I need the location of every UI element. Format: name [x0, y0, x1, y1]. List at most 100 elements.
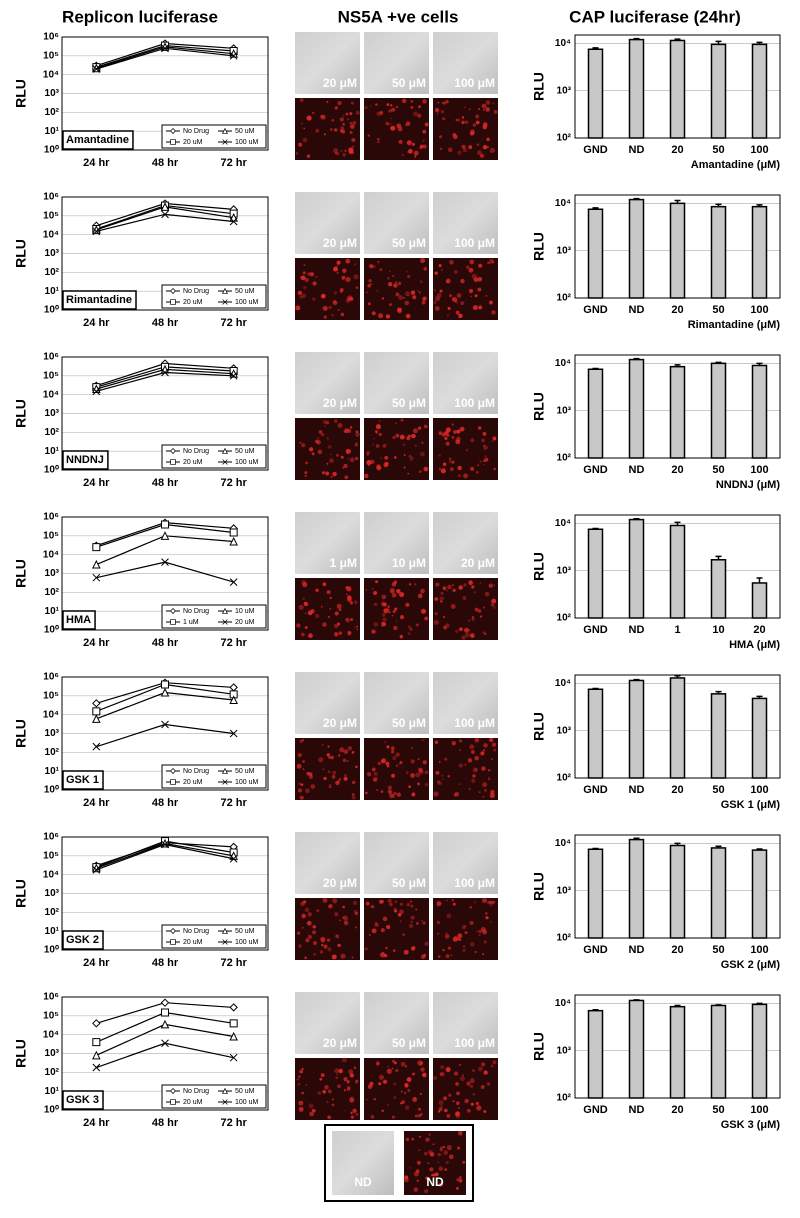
stain-spot — [345, 298, 351, 304]
inset-label: ND — [426, 1175, 444, 1189]
stain-spot — [301, 1067, 304, 1071]
stain-spot — [431, 1173, 434, 1177]
y-axis-label: RLU — [13, 79, 29, 108]
bar — [628, 518, 645, 619]
bar — [628, 838, 645, 939]
y-tick-label: 10⁶ — [43, 672, 59, 683]
y-tick-label: 10⁵ — [43, 1010, 59, 1021]
point-marker — [229, 695, 238, 705]
bar — [710, 693, 727, 779]
stain-spot — [407, 150, 410, 154]
stain-spot — [424, 122, 429, 127]
stain-spot — [440, 591, 444, 595]
legend-marker — [170, 1088, 176, 1094]
brightfield-image — [295, 832, 360, 894]
stain-spot — [347, 457, 350, 460]
y-tick-label: 10⁰ — [44, 1105, 59, 1116]
stain-spot — [324, 424, 326, 427]
brightfield-image — [295, 352, 360, 414]
stain-spot — [423, 424, 428, 429]
stain-spot — [485, 107, 491, 112]
stain-spot — [434, 597, 439, 601]
stain-spot — [475, 1101, 479, 1106]
stain-spot — [320, 433, 325, 437]
stain-spot — [403, 466, 406, 469]
stain-spot — [440, 600, 443, 603]
error-bar — [674, 842, 681, 846]
y-tick-label: 10¹ — [45, 766, 60, 777]
stain-spot — [451, 898, 455, 902]
stain-spot — [399, 434, 405, 440]
stain-spot — [378, 420, 381, 422]
stain-spot — [296, 1078, 299, 1081]
stain-spot — [419, 1092, 422, 1096]
stain-spot — [337, 308, 340, 312]
stain-spot — [452, 584, 454, 587]
stain-spot — [462, 1160, 466, 1164]
stain-spot — [364, 947, 368, 951]
stain-spot — [373, 437, 375, 440]
point-marker — [161, 210, 169, 219]
legend-label: No Drug — [183, 928, 209, 935]
y-axis-label: RLU — [13, 1039, 29, 1068]
stain-spot — [405, 313, 411, 319]
y-tick-label: 10⁴ — [43, 229, 59, 240]
stain-spot — [364, 473, 369, 479]
legend-marker — [222, 459, 228, 465]
stain-spot — [421, 441, 424, 444]
stain-spot — [406, 140, 411, 145]
bar — [751, 697, 768, 779]
y-tick-label: 10⁴ — [43, 1029, 59, 1040]
stain-spot — [372, 443, 374, 446]
stain-spot — [342, 153, 346, 157]
stain-spot — [345, 112, 349, 116]
stain-spot — [302, 768, 305, 770]
stain-spot — [434, 107, 440, 113]
y-tick-label: 10⁵ — [43, 690, 59, 701]
stain-spot — [475, 120, 480, 125]
legend-label: 50 uM — [235, 448, 255, 455]
stain-spot — [390, 117, 393, 120]
stain-spot — [405, 602, 410, 607]
legend-label: 100 uM — [235, 459, 259, 466]
x-axis-label: GSK 1 (μM) — [721, 799, 781, 811]
stain-spot — [438, 431, 443, 436]
stain-spot — [488, 300, 493, 305]
stain-spot — [492, 102, 495, 105]
stain-spot — [348, 1069, 354, 1075]
stain-spot — [342, 905, 345, 909]
stain-spot — [343, 1089, 347, 1092]
stain-spot — [326, 437, 329, 440]
stain-spot — [332, 1098, 334, 1101]
stain-spot — [396, 589, 401, 594]
stain-spot — [418, 1107, 422, 1111]
stain-spot — [299, 1069, 304, 1074]
error-bar — [756, 362, 763, 366]
stain-spot — [486, 1082, 491, 1086]
stain-spot — [457, 933, 463, 939]
error-bar — [715, 203, 722, 207]
stain-spot — [352, 145, 355, 148]
legend-marker — [170, 779, 176, 785]
stain-spot — [440, 1071, 445, 1077]
stain-spot — [440, 1153, 443, 1156]
stain-spot — [367, 283, 372, 288]
stain-spot — [345, 617, 351, 623]
stain-spot — [350, 1111, 353, 1115]
x-tick-label: GND — [583, 464, 608, 476]
stain-spot — [472, 123, 477, 127]
x-tick-label: 72 hr — [221, 317, 248, 329]
stain-spot — [327, 1115, 332, 1120]
stain-spot — [420, 451, 425, 457]
stain-spot — [348, 147, 354, 153]
stain-spot — [321, 939, 325, 943]
x-tick-label: 100 — [750, 144, 768, 156]
bar — [710, 847, 727, 939]
concentration-label: 50 μM — [392, 716, 426, 730]
stain-spot — [444, 1168, 448, 1172]
stain-spot — [406, 1077, 412, 1082]
x-tick-label: 24 hr — [83, 637, 110, 649]
stain-spot — [457, 1130, 463, 1136]
stain-spot — [481, 766, 486, 771]
error-bar — [715, 555, 722, 560]
